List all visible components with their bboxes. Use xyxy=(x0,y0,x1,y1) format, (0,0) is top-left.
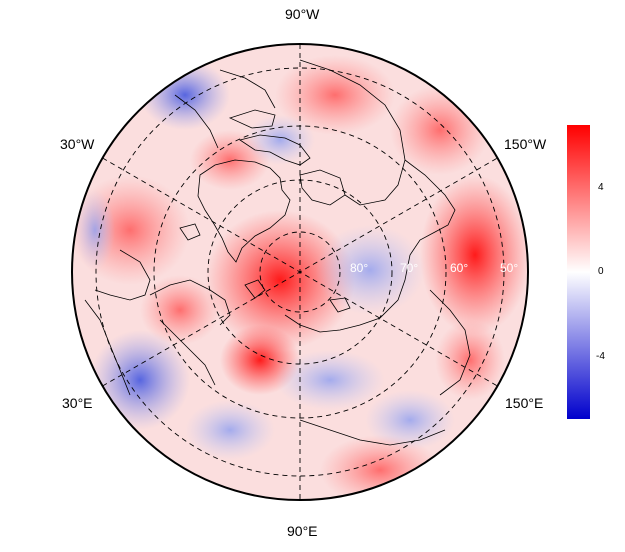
lat-label-70: 70° xyxy=(400,261,418,275)
lon-label-upper-right: 150°W xyxy=(504,136,547,152)
lon-label-top: 90°W xyxy=(285,6,320,22)
lon-label-lower-left: 30°E xyxy=(62,395,93,411)
colorbar xyxy=(567,125,590,419)
lon-label-lower-right: 150°E xyxy=(505,395,544,411)
anomaly-field xyxy=(72,44,528,500)
colorbar-tick-0: 0 xyxy=(598,266,604,277)
lat-label-60: 60° xyxy=(450,261,468,275)
lat-label-50: 50° xyxy=(500,261,518,275)
coastlines xyxy=(84,59,471,446)
colorbar-tick-minus-4: -4 xyxy=(596,351,605,362)
colorbar-tick-4: 4 xyxy=(598,182,604,193)
lon-label-bottom: 90°E xyxy=(287,523,318,539)
meridians xyxy=(102,44,498,500)
map-boundary xyxy=(71,43,529,501)
lat-label-80: 80° xyxy=(350,261,368,275)
lon-label-upper-left: 30°W xyxy=(60,136,95,152)
